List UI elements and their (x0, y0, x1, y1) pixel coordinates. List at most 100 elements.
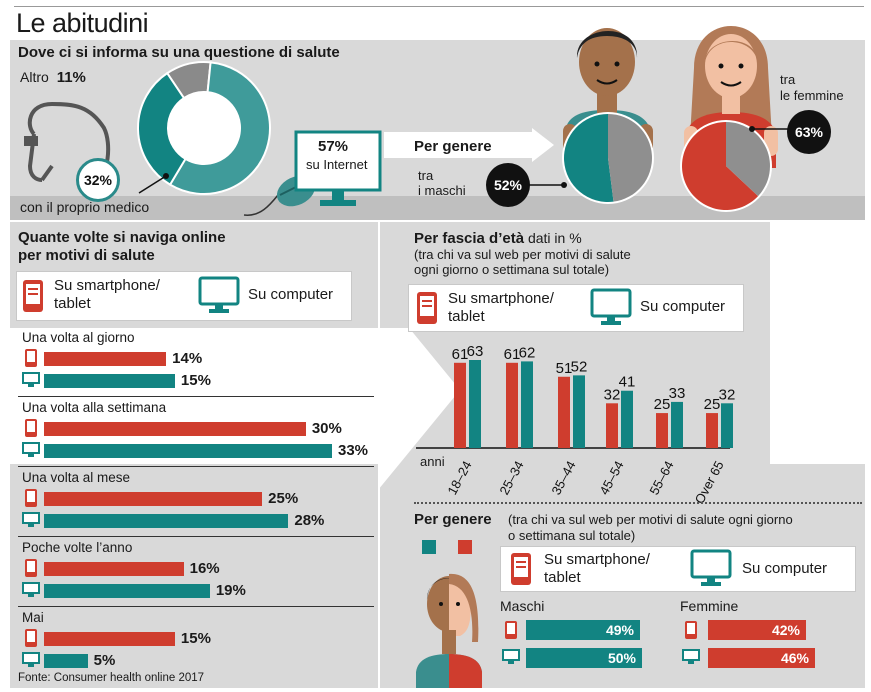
section2-legend-smartphone: Su smartphone/ tablet (54, 277, 160, 313)
medico-connector-dot (163, 173, 169, 179)
section4-sub-1: (tra chi va sul web per motivi di salute… (508, 512, 793, 527)
maschi-label-2: i maschi (418, 183, 466, 198)
maschi-badge: 52% (486, 163, 530, 207)
maschi-label-1: tra (418, 168, 434, 183)
maschi-pie-slice-rest (608, 114, 652, 202)
smartphone-bar-value: 25% (268, 490, 299, 507)
section3-legend-smartphone-2: tablet (448, 308, 485, 325)
age-bar-computer-label: 52 (571, 358, 588, 375)
computer-bar-value: 33% (338, 442, 369, 459)
section2-legend (16, 271, 352, 321)
age-bar-smartphone (656, 413, 668, 448)
section2-legend-smartphone-2: tablet (54, 295, 91, 312)
maschi-pie (562, 112, 654, 204)
smartphone-small-icon (505, 621, 517, 639)
smartphone-small-icon (685, 621, 697, 639)
section4-legend-smartphone-2: tablet (544, 569, 581, 586)
row-separator (18, 396, 374, 397)
age-tick-label: 25–34 (496, 458, 526, 497)
computer-legend-icon (590, 288, 632, 325)
frequency-row-label: Poche volte l’anno (22, 540, 133, 555)
age-bar-computer-label: 63 (467, 343, 484, 360)
age-tick-label: 45–54 (596, 458, 626, 497)
computer-small-icon (22, 512, 40, 527)
section3-heading: Per fascia d’età dati in % (414, 230, 582, 247)
computer-bar (44, 514, 289, 528)
medico-badge: 32% (76, 158, 120, 202)
maschi-smartphone-bar: 49% (526, 620, 640, 640)
smartphone-small-icon (25, 489, 37, 507)
section4-legend-computer: Su computer (742, 560, 828, 577)
internet-label: su Internet (306, 157, 368, 172)
age-bar-smartphone-label: 51 (556, 360, 573, 377)
section2-heading-2: per motivi di salute (18, 247, 155, 264)
section2-heading: Quante volte si naviga online per motivi… (18, 229, 226, 265)
age-chart: 616318–24616225–34515235–44324145–542533… (416, 343, 735, 506)
femmine-connector (749, 126, 788, 132)
femmine-label-1: tra (780, 72, 796, 87)
frequency-row-label: Una volta al mese (22, 470, 131, 485)
age-bar-computer (573, 375, 585, 448)
section4-sub-2: o settimana sul totale) (508, 528, 636, 543)
maschi-swatch (422, 540, 436, 554)
age-tick-label: 55–64 (646, 458, 676, 497)
computer-bar-value: 15% (180, 372, 211, 389)
computer-bar-value: 28% (294, 512, 325, 529)
computer-small-icon (502, 649, 520, 664)
computer-bar-value: 19% (215, 582, 246, 599)
maschi-heading: Maschi (500, 598, 545, 614)
anni-label: anni (420, 454, 445, 469)
age-bar-smartphone-label: 25 (704, 396, 721, 413)
computer-icon (294, 130, 382, 206)
row-separator (18, 466, 374, 467)
computer-bar (44, 374, 175, 388)
section4-legend-smartphone-1: Su smartphone/ (544, 551, 650, 568)
smartphone-bar-value: 14% (172, 350, 203, 367)
age-bar-computer-label: 33 (669, 385, 686, 402)
row-separator (18, 606, 374, 607)
computer-small-icon (22, 372, 40, 387)
smartphone-small-icon (25, 629, 37, 647)
altro-label: Altro 11% (20, 69, 86, 86)
per-genere-label: Per genere (414, 138, 492, 155)
computer-bar (44, 584, 210, 598)
age-bar-computer (521, 361, 533, 448)
age-bar-computer-label: 41 (619, 374, 636, 391)
smartphone-bar (44, 632, 175, 646)
section3-sub-1: (tra chi va sul web per motivi di salute (414, 247, 631, 262)
internet-value: 57% (318, 138, 349, 155)
age-tick-label: Over 65 (692, 458, 727, 506)
smartphone-bar (44, 492, 263, 506)
section3-heading-rest: dati in % (524, 230, 582, 246)
femmine-computer-bar: 46% (708, 648, 815, 668)
source-label: Fonte: Consumer health online 2017 (18, 672, 205, 684)
smartphone-bar-value: 15% (180, 630, 211, 647)
age-bar-smartphone (606, 403, 618, 448)
age-bar-computer (721, 403, 733, 448)
stethoscope-icon (24, 101, 111, 184)
computer-bar-value: 5% (93, 652, 116, 669)
smartphone-bar-value: 16% (189, 560, 220, 577)
section4-legend (500, 546, 856, 592)
femmine-heading: Femmine (680, 598, 739, 614)
age-bar-computer (621, 390, 633, 448)
section-dotted-divider (414, 502, 862, 504)
section3-legend-smartphone: Su smartphone/ tablet (448, 290, 554, 326)
age-bar-computer-label: 62 (519, 344, 536, 361)
section3-legend-computer: Su computer (640, 298, 726, 315)
section3-sub: (tra chi va sul web per motivi di salute… (414, 247, 631, 277)
computer-small-icon (22, 582, 40, 597)
age-tick-label: 18–24 (444, 458, 474, 497)
femmine-pie-slice-value (682, 122, 759, 210)
age-bar-smartphone-label: 25 (654, 396, 671, 413)
medico-connector (138, 175, 167, 194)
title-rule (14, 6, 864, 7)
smartphone-small-icon (25, 419, 37, 437)
computer-legend-icon (690, 549, 732, 586)
maschi-connector (528, 182, 567, 188)
donut-hole (168, 92, 240, 164)
maschi-label: tra i maschi (418, 168, 466, 198)
section1-heading: Dove ci si informa su una questione di s… (18, 44, 340, 61)
age-bar-computer (469, 360, 481, 448)
per-genere-arrow (384, 128, 554, 162)
